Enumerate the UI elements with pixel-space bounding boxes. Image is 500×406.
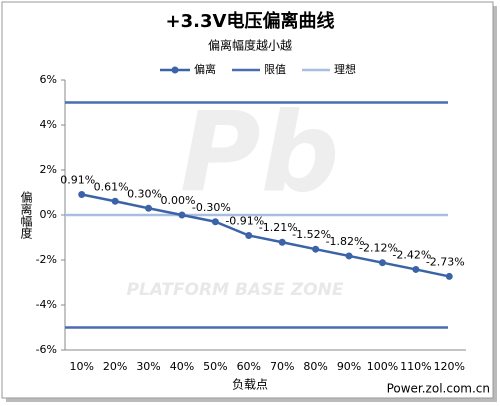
data-label: -0.30% — [192, 201, 231, 214]
data-label: -1.82% — [326, 235, 365, 248]
x-tick-label: 120% — [434, 360, 465, 373]
chart-title: +3.3V电压偏离曲线 — [166, 10, 335, 32]
y-axis-label: 偏离幅度 — [19, 190, 33, 239]
x-tick-label: 100% — [367, 360, 398, 373]
y-tick-label: -2% — [36, 253, 57, 266]
data-point — [345, 252, 353, 260]
x-tick-label: 110% — [400, 360, 431, 373]
data-point — [278, 238, 286, 246]
data-point — [245, 231, 253, 239]
data-label: 0.30% — [127, 187, 162, 200]
legend-marker — [171, 66, 179, 74]
data-point — [445, 272, 453, 280]
data-label: 0.61% — [94, 180, 129, 193]
frame — [1, 1, 494, 399]
legend-label: 理想 — [334, 62, 356, 76]
x-tick-label: 50% — [203, 360, 227, 373]
data-label: -1.21% — [259, 221, 298, 234]
x-tick-label: 20% — [103, 360, 127, 373]
data-label: 0.00% — [160, 194, 195, 207]
data-point — [378, 259, 386, 267]
series-line — [81, 193, 450, 278]
x-tick-label: 70% — [270, 360, 294, 373]
data-label: -0.91% — [225, 214, 264, 227]
data-point — [78, 191, 86, 199]
chart-subtitle: 偏离幅度越小越 — [208, 38, 292, 53]
data-label: -2.42% — [392, 248, 431, 261]
data-point — [412, 265, 420, 273]
data-point — [111, 197, 119, 205]
y-tick-label: 2% — [40, 163, 57, 176]
data-point — [312, 245, 320, 253]
data-label: 0.91% — [60, 174, 95, 187]
legend-label: 偏离 — [194, 62, 216, 76]
source: Power.zol.com.cn — [387, 382, 490, 396]
x-tick-label: 40% — [170, 360, 194, 373]
y-tick-label: -4% — [36, 298, 57, 311]
legend-label: 限值 — [264, 63, 286, 76]
data-label: -2.73% — [426, 255, 465, 268]
data-point — [211, 218, 219, 226]
data-label: -2.12% — [359, 242, 398, 255]
x-tick-label: 10% — [69, 360, 93, 373]
x-axis-label: 负载点 — [232, 378, 268, 392]
y-tick-label: 4% — [40, 118, 57, 131]
y-tick-label: 0% — [40, 208, 57, 221]
data-point — [145, 204, 153, 212]
y-tick-label: 6% — [40, 73, 57, 86]
data-label: -1.52% — [292, 228, 331, 241]
y-tick-label: -6% — [36, 343, 57, 356]
logo: Pb — [180, 88, 339, 216]
data-point — [178, 211, 186, 219]
watermark: PLATFORM BASE ZONE — [127, 280, 344, 300]
x-tick-label: 80% — [303, 360, 327, 373]
x-tick-label: 30% — [136, 360, 160, 373]
x-tick-label: 60% — [237, 360, 261, 373]
x-tick-label: 90% — [337, 360, 361, 373]
